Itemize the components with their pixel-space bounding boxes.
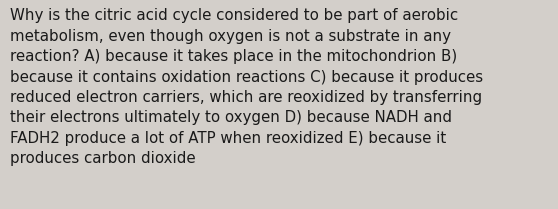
Text: Why is the citric acid cycle considered to be part of aerobic
metabolism, even t: Why is the citric acid cycle considered … <box>10 8 483 166</box>
